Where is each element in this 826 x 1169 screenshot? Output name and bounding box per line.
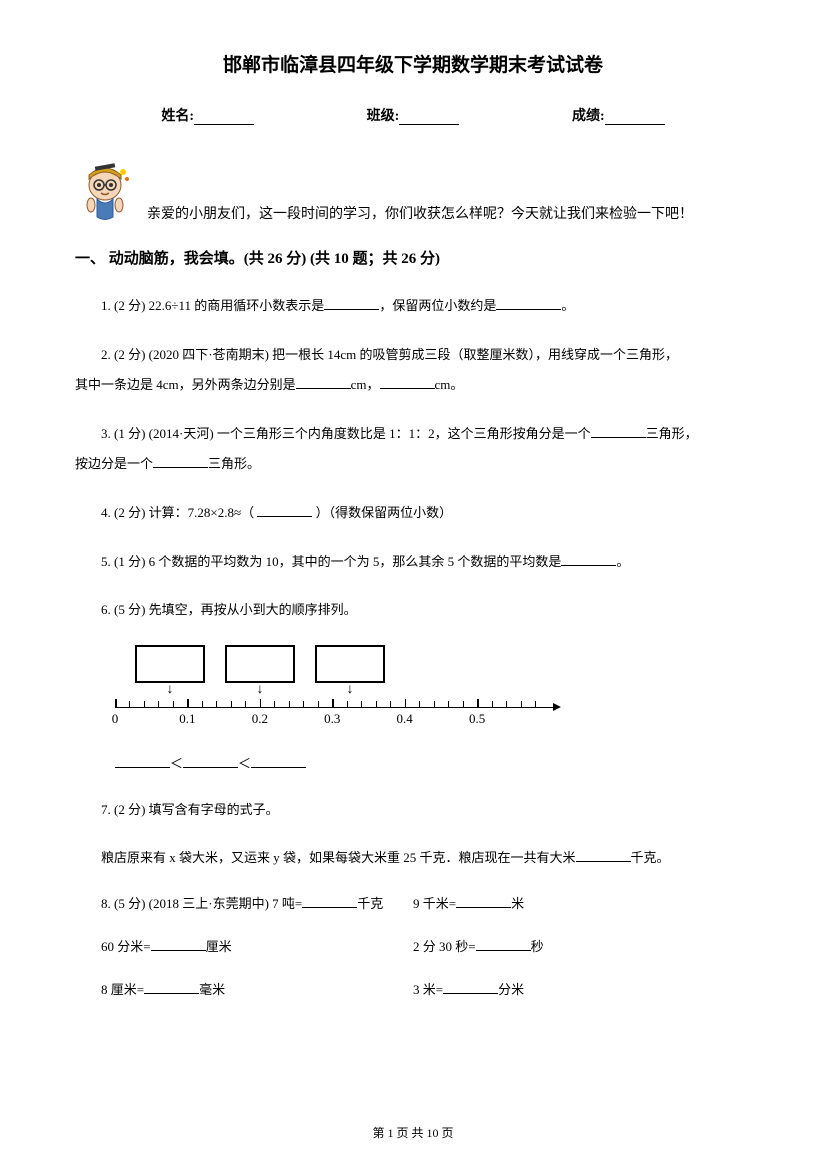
question-2: 2. (2 分) (2020 四下·苍南期末) 把一根长 14cm 的吸管剪成三… [75,341,751,370]
mascot-icon [75,157,135,227]
question-4: 4. (2 分) 计算：7.28×2.8≈（ ）（得数保留两位小数） [75,499,751,528]
name-field: 姓名: [161,105,254,125]
arrow-3: ↓ [315,683,385,697]
question-7: 7. (2 分) 填写含有字母的式子。 [75,796,751,825]
question-8-row2: 60 分米=厘米 2 分 30 秒=秒 [75,936,751,955]
question-7-line2: 粮店原来有 x 袋大米，又运来 y 袋，如果每袋大米重 25 千克．粮店现在一共… [75,844,751,873]
question-3: 3. (1 分) (2014·天河) 一个三角形三个内角度数比是 1：1：2，这… [75,420,751,449]
class-field: 班级: [367,105,460,125]
question-1: 1. (2 分) 22.6÷11 的商用循环小数表示是，保留两位小数约是。 [75,292,751,321]
arrow-2: ↓ [225,683,295,697]
question-2-line2: 其中一条边是 4cm，另外两条边分别是cm，cm。 [75,371,751,400]
greeting-text: 亲爱的小朋友们，这一段时间的学习，你们收获怎么样呢？今天就让我们来检验一下吧！ [147,203,751,227]
arrow-1: ↓ [135,683,205,697]
question-8-row1: 8. (5 分) (2018 三上·东莞期中) 7 吨=千克 9 千米=米 [75,893,751,912]
question-5: 5. (1 分) 6 个数据的平均数为 10，其中的一个为 5，那么其余 5 个… [75,548,751,577]
section-1-header: 一、 动动脑筋，我会填。(共 26 分) (共 10 题；共 26 分) [75,247,751,268]
number-line-diagram: ↓ ↓ ↓ 00.10.20.30.40.5 [115,645,751,737]
exam-title: 邯郸市临漳县四年级下学期数学期末考试试卷 [75,50,751,77]
box-1 [135,645,205,683]
info-row: 姓名: 班级: 成绩: [75,105,751,125]
score-field: 成绩: [572,105,665,125]
question-3-line2: 按边分是一个三角形。 [75,450,751,479]
greeting-row: 亲爱的小朋友们，这一段时间的学习，你们收获怎么样呢？今天就让我们来检验一下吧！ [75,157,751,227]
compare-row: ＜＜ [115,753,751,772]
question-8-row3: 8 厘米=毫米 3 米=分米 [75,979,751,998]
box-2 [225,645,295,683]
page-footer: 第 1 页 共 10 页 [0,1124,826,1141]
question-6: 6. (5 分) 先填空，再按从小到大的顺序排列。 [75,596,751,625]
box-3 [315,645,385,683]
